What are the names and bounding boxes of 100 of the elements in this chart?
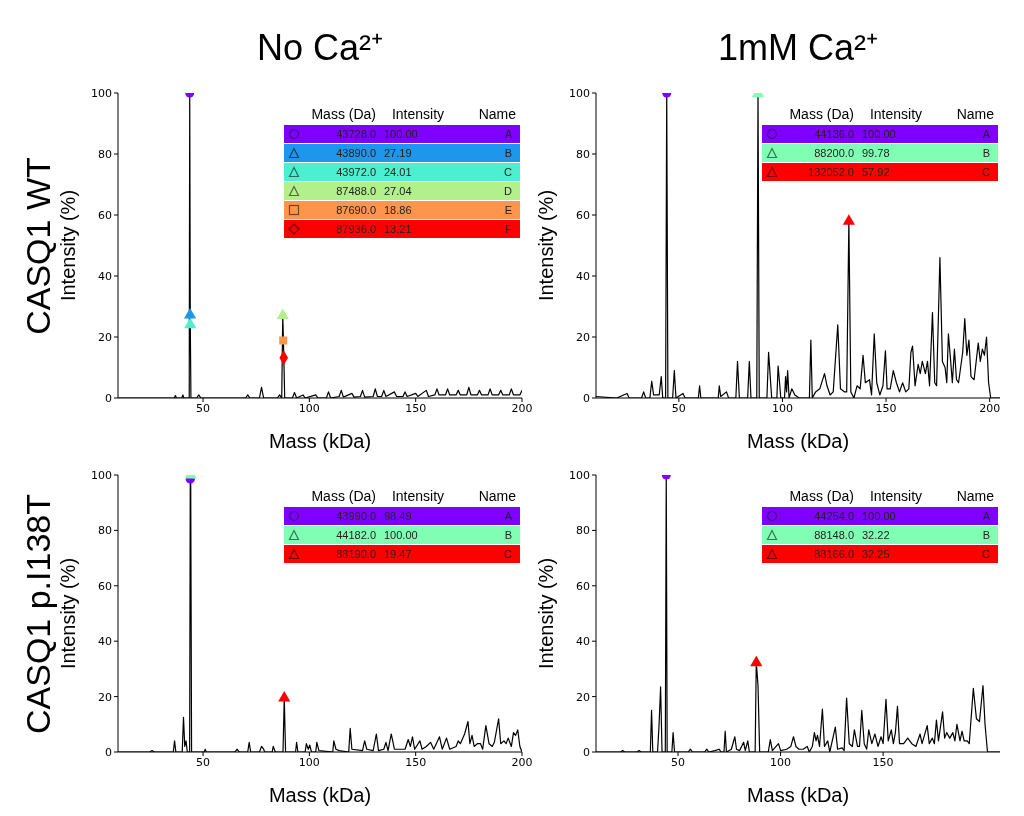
y-tick-label: 100 bbox=[91, 86, 112, 100]
text: B bbox=[503, 529, 513, 541]
text: E bbox=[503, 204, 513, 216]
x-tick-label: 50 bbox=[196, 755, 211, 769]
text: A bbox=[503, 128, 513, 140]
y-tick-label: 0 bbox=[105, 391, 112, 405]
x-axis-title: Mass (kDa) bbox=[268, 784, 372, 806]
y-tick-label: 20 bbox=[98, 330, 112, 344]
annotation: Name bbox=[955, 488, 995, 504]
text: A bbox=[981, 128, 991, 140]
annotation: Name bbox=[477, 488, 517, 504]
annotation: 100.00 bbox=[383, 128, 419, 140]
y-axis-title: Intensity (%) bbox=[57, 557, 80, 670]
text: CASQ1 WT bbox=[18, 156, 58, 335]
text: B bbox=[981, 147, 991, 159]
x-tick-label: 150 bbox=[875, 401, 897, 415]
chart-title: 1mM Ca²⁺ bbox=[717, 26, 879, 70]
annotation: Intensity bbox=[868, 488, 924, 504]
annotation: 87488.0 bbox=[335, 185, 376, 197]
x-tick-label: 200 bbox=[979, 401, 1001, 415]
y-tick-label: 40 bbox=[98, 635, 112, 649]
y-tick-label: 100 bbox=[569, 468, 590, 482]
x-axis-title: Mass (kDa) bbox=[268, 430, 372, 452]
annotation: 100.00 bbox=[383, 529, 419, 541]
annotation: Mass (Da) bbox=[788, 106, 854, 122]
x-tick-label: 50 bbox=[196, 401, 211, 415]
y-tick-label: 80 bbox=[576, 524, 590, 538]
x-tick-label: 100 bbox=[298, 401, 320, 415]
x-tick-label: 100 bbox=[771, 401, 793, 415]
annotation: Mass (Da) bbox=[310, 106, 376, 122]
annotation: Intensity bbox=[390, 106, 446, 122]
x-tick-label: 150 bbox=[405, 401, 427, 415]
x-tick-label: 50 bbox=[671, 401, 686, 415]
x-tick-label: 100 bbox=[298, 755, 320, 769]
text: B bbox=[981, 529, 991, 541]
y-tick-label: 20 bbox=[98, 690, 112, 704]
annotation: 99.78 bbox=[861, 147, 891, 159]
annotation: 100.00 bbox=[861, 128, 897, 140]
text: C bbox=[981, 166, 991, 178]
annotation: 132052.0 bbox=[807, 166, 854, 178]
annotation: 88200.0 bbox=[813, 147, 854, 159]
x-tick-label: 150 bbox=[872, 755, 894, 769]
y-tick-label: 80 bbox=[98, 147, 112, 161]
annotation: 32.25 bbox=[861, 548, 891, 560]
annotation: Name bbox=[477, 106, 517, 122]
text: C bbox=[503, 548, 513, 560]
annotation: 43972.0 bbox=[335, 166, 376, 178]
annotation: 88190.0 bbox=[335, 548, 376, 560]
y-tick-label: 0 bbox=[583, 391, 590, 405]
annotation: 44254.0 bbox=[813, 510, 854, 522]
annotation: 19.47 bbox=[383, 548, 413, 560]
annotation: 100.00 bbox=[861, 510, 897, 522]
text: D bbox=[503, 185, 513, 197]
y-tick-label: 60 bbox=[576, 208, 590, 222]
annotation: 88166.0 bbox=[813, 548, 854, 560]
annotation: 98.49 bbox=[383, 510, 413, 522]
annotation: 43890.0 bbox=[335, 147, 376, 159]
annotation: Mass (Da) bbox=[310, 488, 376, 504]
text: C bbox=[981, 548, 991, 560]
annotation: Intensity bbox=[390, 488, 446, 504]
text: C bbox=[503, 166, 513, 178]
y-tick-label: 60 bbox=[576, 579, 590, 593]
y-axis-title: Intensity (%) bbox=[535, 189, 558, 302]
annotation: Intensity bbox=[868, 106, 924, 122]
y-tick-label: 80 bbox=[98, 524, 112, 538]
annotation: 18.86 bbox=[383, 204, 413, 216]
annotation: 43728.0 bbox=[335, 128, 376, 140]
annotation: Name bbox=[955, 106, 995, 122]
annotation: 24.01 bbox=[383, 166, 413, 178]
annotation: 87690.0 bbox=[335, 204, 376, 216]
x-tick-label: 100 bbox=[770, 755, 792, 769]
annotation: 44136.0 bbox=[813, 128, 854, 140]
chart-title: No Ca²⁺ bbox=[256, 26, 384, 70]
annotation: 27.19 bbox=[383, 147, 413, 159]
x-axis-title: Mass (kDa) bbox=[746, 784, 850, 806]
y-axis-title: Intensity (%) bbox=[535, 557, 558, 670]
y-tick-label: 80 bbox=[576, 147, 590, 161]
annotation: Mass (Da) bbox=[788, 488, 854, 504]
y-tick-label: 100 bbox=[569, 86, 590, 100]
text: CASQ1 p.I138T bbox=[18, 493, 58, 734]
x-tick-label: 200 bbox=[511, 401, 533, 415]
y-tick-label: 40 bbox=[98, 269, 112, 283]
annotation: 44182.0 bbox=[335, 529, 376, 541]
annotation: 32.22 bbox=[861, 529, 891, 541]
text: B bbox=[503, 147, 513, 159]
annotation: 43990.0 bbox=[335, 510, 376, 522]
x-tick-label: 50 bbox=[671, 755, 686, 769]
annotation: 87936.0 bbox=[335, 223, 376, 235]
text: A bbox=[503, 510, 513, 522]
text: F bbox=[504, 223, 513, 235]
y-axis-title: Intensity (%) bbox=[57, 189, 80, 302]
text: A bbox=[981, 510, 991, 522]
y-tick-label: 20 bbox=[576, 690, 590, 704]
y-tick-label: 100 bbox=[91, 468, 112, 482]
y-tick-label: 60 bbox=[98, 208, 112, 222]
y-tick-label: 0 bbox=[105, 745, 112, 759]
y-tick-label: 20 bbox=[576, 330, 590, 344]
annotation: 57.92 bbox=[861, 166, 891, 178]
y-tick-label: 40 bbox=[576, 269, 590, 283]
x-tick-label: 200 bbox=[511, 755, 533, 769]
